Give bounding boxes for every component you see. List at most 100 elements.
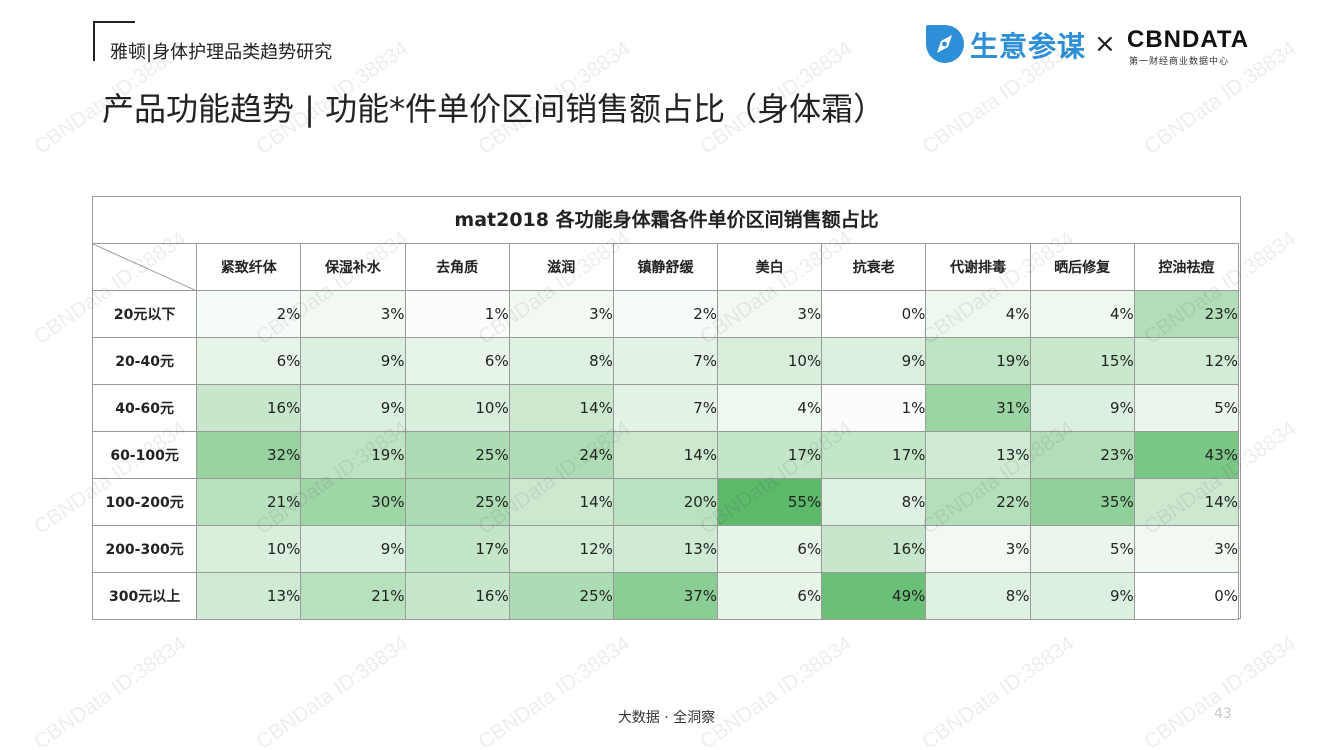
- row-header: 20-40元: [91, 337, 198, 385]
- column-header: 代谢排毒: [925, 243, 1031, 291]
- heatmap-cell: 21%: [196, 478, 302, 526]
- heatmap-cell: 14%: [1133, 478, 1240, 526]
- column-header: 美白: [717, 243, 823, 291]
- heatmap-cell: 31%: [925, 384, 1031, 432]
- heatmap-cell: 2%: [196, 290, 302, 338]
- heatmap-cell: 17%: [404, 525, 510, 573]
- table-row: 20元以下 2% 3% 1% 3% 2% 3% 0% 4% 4% 23%: [91, 290, 1240, 338]
- watermark-text: CBNData ID:38834: [252, 631, 413, 750]
- compass-icon: [926, 25, 964, 63]
- watermark-text: CBNData ID:38834: [696, 631, 857, 750]
- heatmap-cell: 3%: [508, 290, 614, 338]
- watermark-text: CBNData ID:38834: [30, 631, 191, 750]
- column-header: 抗衰老: [821, 243, 927, 291]
- heatmap-cell: 9%: [300, 384, 406, 432]
- table-row: 60-100元 32% 19% 25% 24% 14% 17% 17% 13% 23% 43%: [91, 431, 1240, 479]
- heatmap-cell: 16%: [404, 572, 510, 620]
- column-header-row: 紧致纤体 保湿补水 去角质 滋润 镇静舒缓 美白 抗衰老 代谢排毒 晒后修复 控油祛痘: [91, 243, 1240, 291]
- heatmap-cell: 10%: [196, 525, 302, 573]
- report-title: 雅顿|身体护理品类趋势研究: [110, 42, 333, 63]
- heatmap-cell: 4%: [717, 384, 823, 432]
- heatmap-cell: 20%: [612, 478, 719, 526]
- heatmap-cell: 3%: [1133, 525, 1240, 573]
- heatmap-cell: 12%: [508, 525, 614, 573]
- row-header: 300元以上: [91, 572, 198, 620]
- heatmap-cell: 21%: [300, 572, 406, 620]
- heatmap-cell: 25%: [404, 478, 510, 526]
- heatmap-cell: 30%: [300, 478, 406, 526]
- row-header: 200-300元: [91, 525, 198, 573]
- row-header: 100-200元: [91, 478, 198, 526]
- heatmap-cell: 37%: [612, 572, 719, 620]
- heatmap-cell: 1%: [404, 290, 510, 338]
- heatmap-table: 紧致纤体 保湿补水 去角质 滋润 镇静舒缓 美白 抗衰老 代谢排毒 晒后修复 控油祛痘 20元以下…: [91, 243, 1240, 620]
- heatmap-cell: 6%: [404, 337, 510, 385]
- heatmap-cell: 8%: [821, 478, 927, 526]
- heatmap-cell: 24%: [508, 431, 614, 479]
- footer-tagline: 大数据 · 全洞察: [617, 710, 716, 726]
- row-header: 60-100元: [91, 431, 198, 479]
- brand-logo-text: 生意参谋: [970, 30, 1087, 63]
- heatmap-cell: 19%: [925, 337, 1031, 385]
- heatmap-cell: 15%: [1029, 337, 1135, 385]
- heatmap-cell: 43%: [1133, 431, 1240, 479]
- partner-logo-text: CBNDATA: [1127, 26, 1250, 53]
- heatmap-cell: 23%: [1133, 290, 1240, 338]
- heatmap-cell: 3%: [300, 290, 406, 338]
- row-header: 20元以下: [91, 290, 198, 338]
- heatmap-cell: 9%: [821, 337, 927, 385]
- heatmap-cell: 16%: [196, 384, 302, 432]
- heatmap-cell: 6%: [717, 525, 823, 573]
- header-bracket-decoration: [93, 21, 135, 61]
- heatmap-cell: 2%: [612, 290, 719, 338]
- heatmap-cell: 19%: [300, 431, 406, 479]
- heatmap-cell: 1%: [821, 384, 927, 432]
- heatmap-cell: 16%: [821, 525, 927, 573]
- heatmap-cell: 17%: [717, 431, 823, 479]
- heatmap-cell: 22%: [925, 478, 1031, 526]
- logo-area: 生意参谋 × CBNDATA 第一财经商业数据中心: [922, 22, 1248, 68]
- column-header: 保湿补水: [300, 243, 406, 291]
- heatmap-cell: 17%: [821, 431, 927, 479]
- page-number: 43: [1214, 706, 1232, 722]
- heatmap-cell: 5%: [1029, 525, 1135, 573]
- heatmap-cell: 10%: [717, 337, 823, 385]
- times-icon: ×: [1094, 29, 1116, 59]
- heatmap-cell: 10%: [404, 384, 510, 432]
- column-header: 镇静舒缓: [612, 243, 719, 291]
- heatmap-cell: 6%: [717, 572, 823, 620]
- column-header: 紧致纤体: [196, 243, 302, 291]
- heatmap-cell: 13%: [925, 431, 1031, 479]
- heatmap-cell: 23%: [1029, 431, 1135, 479]
- heatmap-cell: 25%: [404, 431, 510, 479]
- heatmap-cell: 9%: [300, 337, 406, 385]
- diagonal-divider: [93, 244, 197, 291]
- table-row: 200-300元 10% 9% 17% 12% 13% 6% 16% 3% 5% 3%: [91, 525, 1240, 573]
- heatmap-cell: 35%: [1029, 478, 1135, 526]
- heatmap-cell: 4%: [1029, 290, 1135, 338]
- heatmap-cell: 49%: [821, 572, 927, 620]
- heatmap-cell: 9%: [300, 525, 406, 573]
- partner-logo-subtitle: 第一财经商业数据中心: [1129, 57, 1230, 67]
- heatmap-cell: 4%: [925, 290, 1031, 338]
- table-row: 100-200元 21% 30% 25% 14% 20% 55% 8% 22% 35% 14%: [91, 478, 1240, 526]
- heatmap-cell: 6%: [196, 337, 302, 385]
- heatmap-cell: 3%: [925, 525, 1031, 573]
- corner-cell: [91, 243, 198, 291]
- heatmap-cell: 13%: [612, 525, 719, 573]
- heatmap-cell: 25%: [508, 572, 614, 620]
- heatmap-cell: 0%: [821, 290, 927, 338]
- column-header: 滋润: [508, 243, 614, 291]
- heatmap-cell: 12%: [1133, 337, 1240, 385]
- heatmap-cell: 14%: [508, 384, 614, 432]
- watermark-text: CBNData ID:38834: [918, 631, 1079, 750]
- column-header: 晒后修复: [1029, 243, 1135, 291]
- column-header: 控油祛痘: [1133, 243, 1240, 291]
- heatmap-cell: 7%: [612, 337, 719, 385]
- heatmap-cell: 14%: [612, 431, 719, 479]
- heatmap-cell: 9%: [1029, 384, 1135, 432]
- heatmap-cell: 8%: [925, 572, 1031, 620]
- heatmap-cell: 55%: [717, 478, 823, 526]
- heatmap-cell: 14%: [508, 478, 614, 526]
- table-row: 20-40元 6% 9% 6% 8% 7% 10% 9% 19% 15% 12%: [91, 337, 1240, 385]
